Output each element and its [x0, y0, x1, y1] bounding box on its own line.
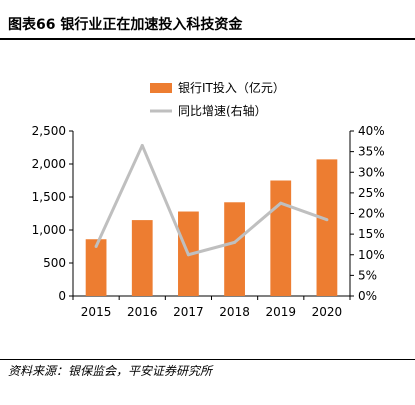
- right-axis-tick-label: 30%: [358, 165, 385, 179]
- combo-chart: 银行IT投入（亿元） 同比增速(右轴） 0 500 1,000 1,500 2,000 2…: [32, 80, 385, 319]
- x-axis-tick-label: 2016: [127, 305, 158, 319]
- bar-it-investment: [316, 159, 338, 296]
- right-axis-tick-label: 0%: [358, 289, 377, 303]
- bar-it-investment: [85, 239, 107, 296]
- right-axis-tick-label: 5%: [358, 268, 377, 282]
- bar-it-investment: [224, 202, 245, 296]
- title-divider: [0, 38, 415, 40]
- left-axis-tick-label: 2,500: [32, 124, 66, 138]
- legend-line-label: 同比增速(右轴）: [178, 103, 267, 118]
- line-yoy-growth-point: [140, 143, 144, 147]
- x-axis-tick-label: 2015: [81, 305, 112, 319]
- figure-title: 图表66 银行业正在加速投入科技资金: [8, 17, 243, 33]
- chart-area: 银行IT投入（亿元） 同比增速(右轴） 0 500 1,000 1,500 2,000 2…: [0, 40, 415, 360]
- line-yoy-growth-point: [279, 201, 283, 205]
- line-yoy-growth-point: [233, 240, 237, 244]
- legend-bar-label: 银行IT投入（亿元）: [178, 80, 285, 95]
- left-axis-tick-label: 2,000: [32, 157, 66, 171]
- left-axis-tick-label: 0: [58, 289, 66, 303]
- x-axis-tick-label: 2018: [219, 305, 250, 319]
- line-yoy-growth: [94, 143, 328, 257]
- x-axis-tick-label: 2019: [265, 305, 296, 319]
- bar-it-investment: [131, 220, 153, 296]
- legend-bar-swatch: [150, 83, 172, 93]
- right-axis-tick-label: 20%: [358, 207, 385, 221]
- x-axis-tick-label: 2020: [312, 305, 343, 319]
- figure-header: 图表66 银行业正在加速投入科技资金: [0, 0, 415, 40]
- right-axis-tick-label: 10%: [358, 248, 385, 262]
- left-axis-tick-label: 1,000: [32, 223, 66, 237]
- right-axis-tick-label: 25%: [358, 186, 385, 200]
- right-axis-tick-label: 40%: [358, 124, 385, 138]
- figure-source: 资料来源：银保监会，平安证券研究所: [8, 364, 213, 378]
- left-axis-tick-label: 500: [43, 256, 66, 270]
- line-yoy-growth-point: [325, 218, 329, 222]
- line-yoy-growth-point: [94, 245, 98, 248]
- right-axis-tick-label: 15%: [358, 227, 385, 241]
- plot-area: 0 500 1,000 1,500 2,000 2,500 0% 5% 10% 15% 20% 25%…: [32, 124, 385, 319]
- x-axis-tick-label: 2017: [173, 305, 204, 319]
- source-divider: [0, 359, 415, 360]
- legend: 银行IT投入（亿元） 同比增速(右轴）: [150, 80, 285, 118]
- right-axis-tick-label: 35%: [358, 145, 385, 159]
- bar-it-investment: [270, 180, 292, 296]
- line-yoy-growth-point: [186, 253, 190, 257]
- left-axis-tick-label: 1,500: [32, 190, 66, 204]
